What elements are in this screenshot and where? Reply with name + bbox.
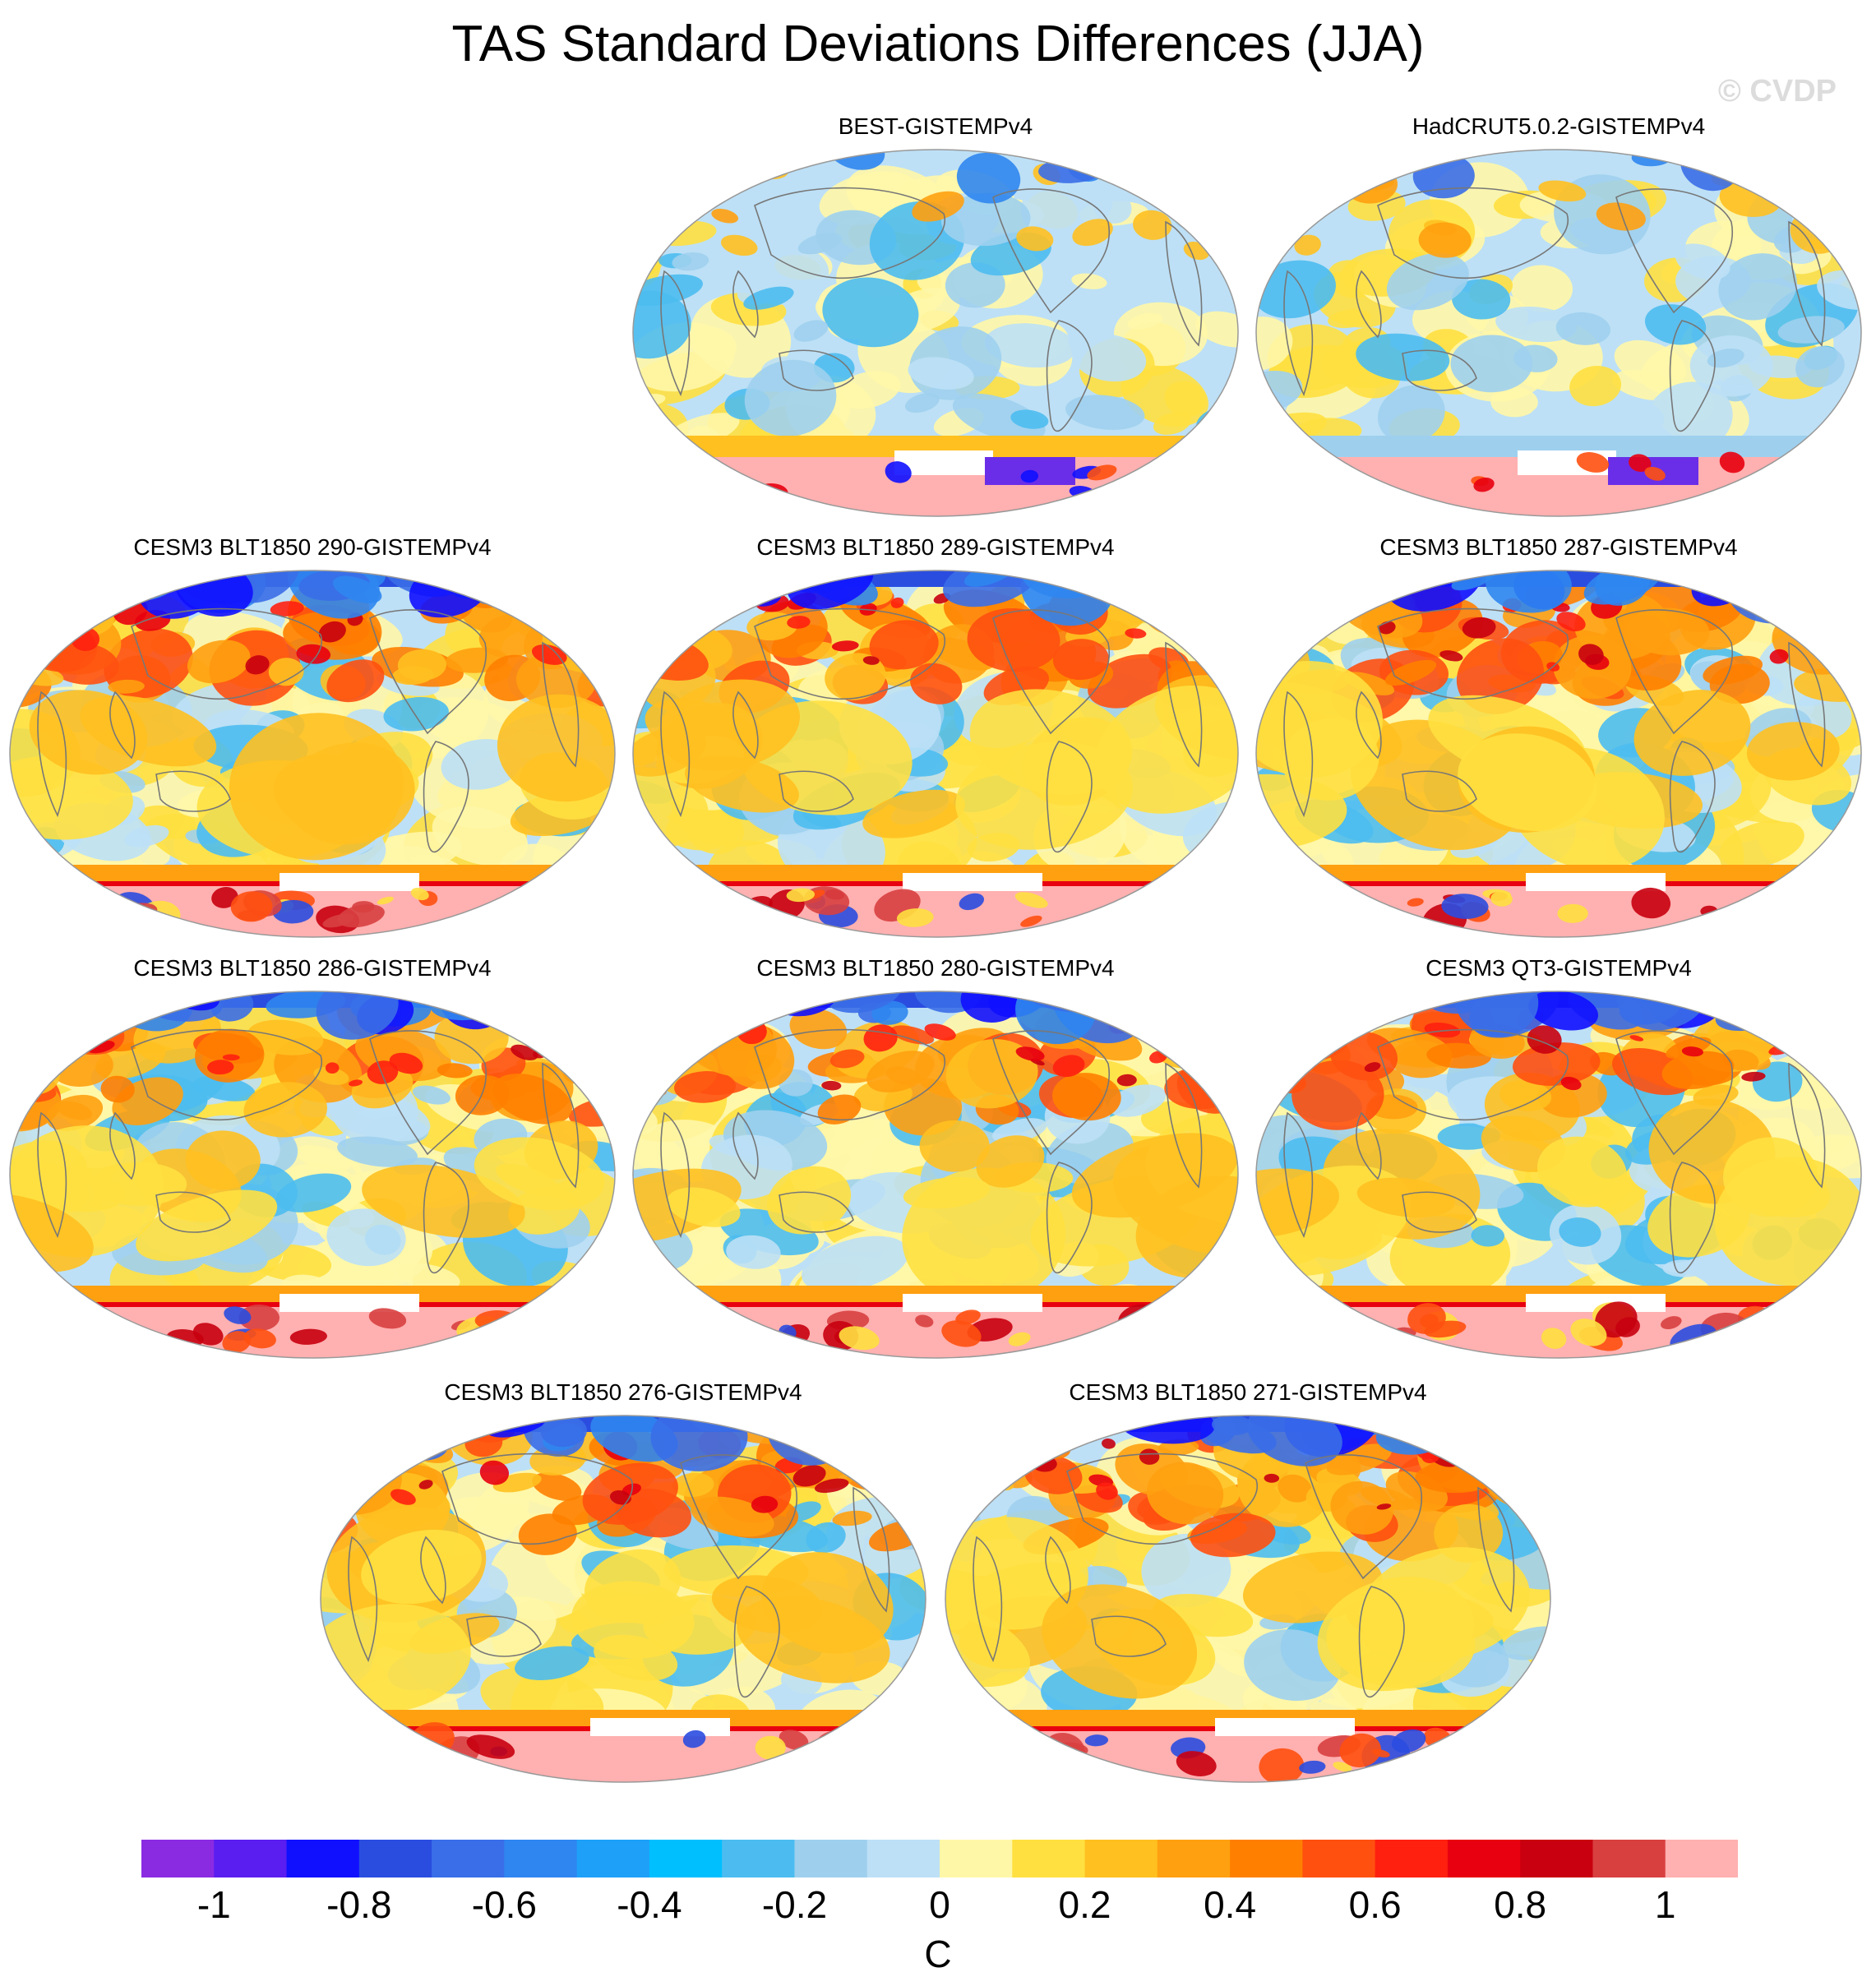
colorbar-swatch xyxy=(1302,1840,1376,1877)
globe-map xyxy=(1255,991,1862,1359)
panel-title: CESM3 BLT1850 276-GISTEMPv4 xyxy=(444,1379,802,1405)
map-panel: CESM3 BLT1850 290-GISTEMPv4 xyxy=(8,534,617,938)
colorbar-tick-label: 0.6 xyxy=(1348,1883,1402,1926)
colorbar-swatch xyxy=(358,1840,432,1877)
colorbar-swatch xyxy=(286,1840,360,1877)
colorbar-swatch xyxy=(1157,1840,1231,1877)
figure-title: TAS Standard Deviations Differences (JJA… xyxy=(451,16,1425,72)
colorbar-tick-label: 0.8 xyxy=(1494,1883,1547,1926)
globe-map xyxy=(9,570,616,938)
map-panel: BEST-GISTEMPv4 xyxy=(631,113,1240,517)
colorbar-tick-label: -0.2 xyxy=(761,1883,828,1926)
colorbar-tick-label: -0.4 xyxy=(617,1883,682,1926)
colorbar-tick-label: 0.2 xyxy=(1058,1883,1111,1926)
globe-map xyxy=(320,1415,926,1783)
colorbar-swatch xyxy=(1520,1840,1593,1877)
colorbar-swatch xyxy=(794,1840,868,1877)
map-panel: CESM3 BLT1850 271-GISTEMPv4 xyxy=(944,1379,1552,1783)
colorbar-tick-label: -0.8 xyxy=(326,1883,392,1926)
colorbar-swatch xyxy=(649,1840,723,1877)
colorbar-swatch xyxy=(141,1840,215,1877)
colorbar-tick-label: -1 xyxy=(196,1883,231,1926)
globe-map xyxy=(632,991,1239,1359)
colorbar-tick-label: 0 xyxy=(929,1883,950,1926)
colorbar-tick-label: 0.4 xyxy=(1204,1883,1257,1926)
panel-title: CESM3 BLT1850 289-GISTEMPv4 xyxy=(756,534,1115,560)
colorbar-swatch xyxy=(432,1840,505,1877)
globe-map xyxy=(1255,149,1862,517)
panel-title: HadCRUT5.0.2-GISTEMPv4 xyxy=(1412,113,1706,139)
panel-title: CESM3 QT3-GISTEMPv4 xyxy=(1425,955,1692,981)
panel-title: CESM3 BLT1850 286-GISTEMPv4 xyxy=(133,955,492,981)
map-panel: CESM3 BLT1850 276-GISTEMPv4 xyxy=(319,1379,927,1783)
colorbar-swatch xyxy=(1665,1840,1738,1877)
colorbar-tick-label: -0.6 xyxy=(471,1883,537,1926)
colorbar-swatch xyxy=(1375,1840,1449,1877)
colorbar-swatch xyxy=(866,1840,940,1877)
colorbar-swatch xyxy=(722,1840,795,1877)
colorbar-swatch xyxy=(1447,1840,1521,1877)
map-panel: CESM3 BLT1850 287-GISTEMPv4 xyxy=(1255,534,1863,938)
colorbar-swatch xyxy=(504,1840,578,1877)
colorbar-swatch xyxy=(214,1840,288,1877)
globe-map xyxy=(1255,570,1862,938)
colorbar-units: C xyxy=(924,1933,952,1975)
colorbar-swatch xyxy=(940,1840,1013,1877)
panel-title: CESM3 BLT1850 280-GISTEMPv4 xyxy=(756,955,1115,981)
colorbar-tick-label: 1 xyxy=(1654,1883,1676,1926)
map-panel: CESM3 QT3-GISTEMPv4 xyxy=(1255,955,1863,1359)
panel-title: CESM3 BLT1850 271-GISTEMPv4 xyxy=(1069,1379,1427,1405)
globe-map xyxy=(632,570,1239,938)
panel-title: CESM3 BLT1850 287-GISTEMPv4 xyxy=(1379,534,1738,560)
cvdp-watermark: © CVDP xyxy=(1717,74,1837,109)
colorbar-swatch xyxy=(1592,1840,1666,1877)
globe-map xyxy=(945,1415,1551,1783)
colorbar-swatch xyxy=(1230,1840,1303,1877)
panel-title: BEST-GISTEMPv4 xyxy=(838,113,1033,139)
colorbar-swatch xyxy=(576,1840,650,1877)
colorbar-swatch xyxy=(1084,1840,1158,1877)
map-panel: CESM3 BLT1850 286-GISTEMPv4 xyxy=(8,955,617,1359)
panel-title: CESM3 BLT1850 290-GISTEMPv4 xyxy=(133,534,492,560)
globe-map xyxy=(632,149,1239,517)
globe-map xyxy=(9,991,616,1359)
map-panel: CESM3 BLT1850 280-GISTEMPv4 xyxy=(631,955,1240,1359)
map-panel: HadCRUT5.0.2-GISTEMPv4 xyxy=(1255,113,1863,517)
map-panel: CESM3 BLT1850 289-GISTEMPv4 xyxy=(631,534,1240,938)
colorbar-swatch xyxy=(1012,1840,1086,1877)
colorbar xyxy=(141,1840,1738,1877)
